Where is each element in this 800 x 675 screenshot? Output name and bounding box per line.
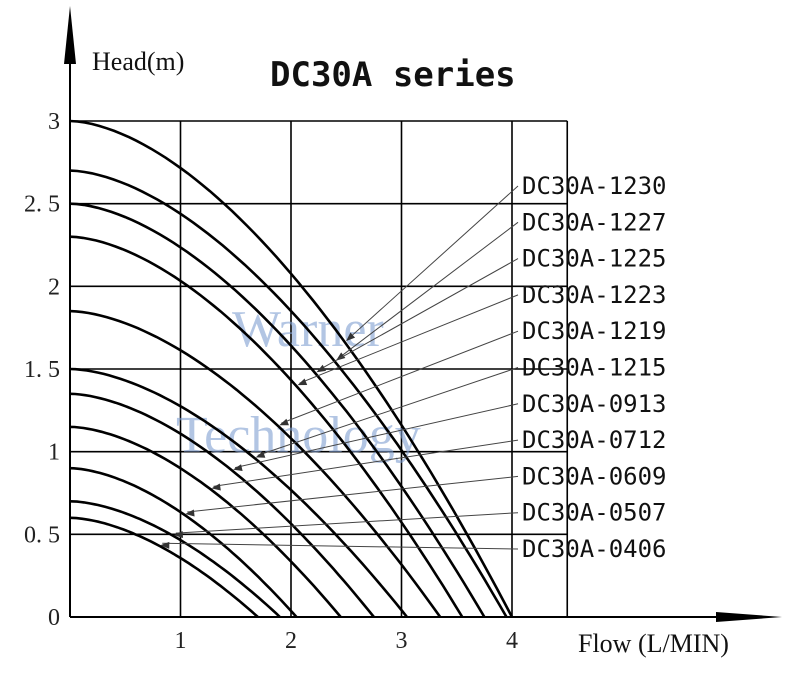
leader-line <box>299 294 519 384</box>
leader-line <box>337 221 519 359</box>
leader-arrowhead <box>173 531 184 539</box>
chart-title: DC30A series <box>270 55 516 95</box>
curve-dc30a-1225 <box>69 202 486 618</box>
x-axis-label: Flow (L/MIN) <box>578 629 729 658</box>
curve-dc30a-0913 <box>69 392 375 618</box>
legend-label: DC30A-1225 <box>522 245 667 273</box>
y-tick-label: 0. 5 <box>24 522 60 548</box>
legend-label: DC30A-0712 <box>522 426 667 454</box>
tick-labels: 1 2 3 4 0 0. 5 1 1. 5 2 2. 5 3 <box>24 109 518 654</box>
x-tick-label: 3 <box>396 628 408 654</box>
leader-line <box>281 330 519 424</box>
legend-label: DC30A-0609 <box>522 462 667 490</box>
y-tick-label: 0 <box>48 605 60 631</box>
legend-label: DC30A-1227 <box>522 208 667 236</box>
leader-arrowhead <box>233 464 243 472</box>
y-tick-label: 2. 5 <box>24 192 60 218</box>
legend-label: DC30A-0406 <box>522 535 667 563</box>
leader-arrowhead <box>185 509 195 517</box>
performance-curves <box>69 119 514 618</box>
curve-dc30a-1215 <box>69 367 409 618</box>
legend: DC30A-1230 DC30A-1227 DC30A-1225 DC30A-1223… <box>522 172 667 563</box>
y-tick-label: 3 <box>48 109 60 135</box>
leader-arrowhead <box>211 483 221 491</box>
curve-dc30a-1219 <box>69 309 442 618</box>
x-tick-label: 4 <box>506 628 518 654</box>
leader-line <box>234 403 519 469</box>
legend-label: DC30A-1230 <box>522 172 667 200</box>
curve-dc30a-0609 <box>69 466 298 618</box>
leader-line <box>257 367 519 456</box>
leader-line <box>318 258 519 371</box>
leader-line <box>175 512 519 534</box>
x-axis-arrow <box>716 612 782 622</box>
leader-line <box>162 542 519 550</box>
y-tick-label: 1 <box>48 440 60 466</box>
x-tick-label: 2 <box>285 628 297 654</box>
curve-dc30a-0712 <box>69 425 342 618</box>
legend-label: DC30A-1223 <box>522 281 667 309</box>
curve-dc30a-0507 <box>69 500 281 618</box>
leader-arrowhead <box>316 364 327 373</box>
legend-label: DC30A-0913 <box>522 390 667 418</box>
legend-label: DC30A-0507 <box>522 499 667 527</box>
y-tick-label: 2 <box>48 274 60 300</box>
leader-arrowhead <box>255 451 266 458</box>
leader-arrowhead <box>279 418 289 426</box>
y-axis-label: Head(m) <box>92 47 184 76</box>
curve-dc30a-0406 <box>69 516 259 618</box>
legend-label: DC30A-1219 <box>522 317 667 345</box>
leader-line <box>213 439 519 487</box>
x-tick-label: 1 <box>175 628 187 654</box>
curve-dc30a-1223 <box>69 235 464 618</box>
curve-dc30a-1227 <box>69 169 508 618</box>
grid <box>70 120 569 617</box>
y-axis-arrow <box>64 6 76 64</box>
leader-arrowhead <box>160 541 170 549</box>
leader-line <box>347 185 519 340</box>
y-tick-label: 1. 5 <box>24 357 60 383</box>
leader-arrowhead <box>297 378 308 386</box>
legend-leader-lines <box>160 185 519 550</box>
leader-line <box>187 475 519 513</box>
leader-arrowhead <box>346 332 356 342</box>
legend-label: DC30A-1215 <box>522 354 667 382</box>
axes <box>64 6 782 622</box>
